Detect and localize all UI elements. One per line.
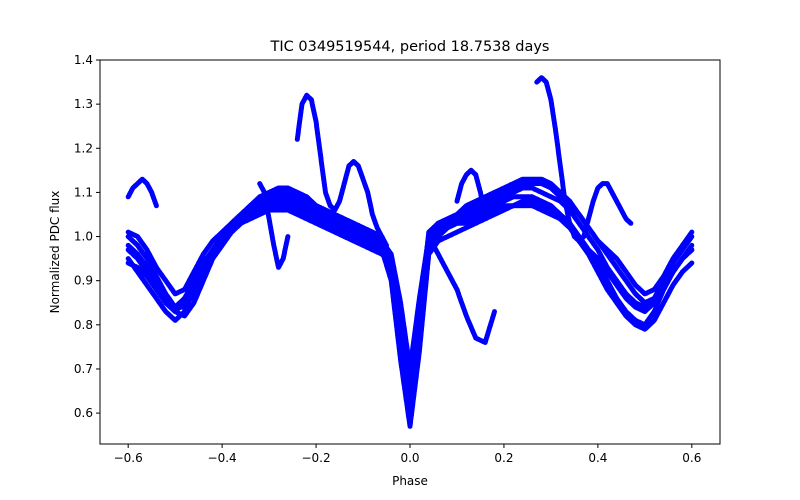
data-point	[153, 203, 159, 209]
data-point	[384, 242, 389, 248]
data-point	[689, 229, 695, 235]
data-point	[285, 234, 291, 240]
x-tick-label: −0.6	[114, 451, 143, 465]
data-point	[689, 242, 695, 248]
data-point	[689, 260, 695, 266]
data-points	[125, 75, 695, 429]
x-axis-ticks: −0.6 −0.4 −0.2 0.0 0.2 0.4 0.6	[114, 444, 701, 465]
data-point	[492, 309, 497, 315]
data-point	[482, 212, 488, 217]
data-point	[628, 220, 634, 226]
chart-title: TIC 0349519544, period 18.7538 days	[270, 39, 550, 55]
data-point	[689, 247, 695, 253]
